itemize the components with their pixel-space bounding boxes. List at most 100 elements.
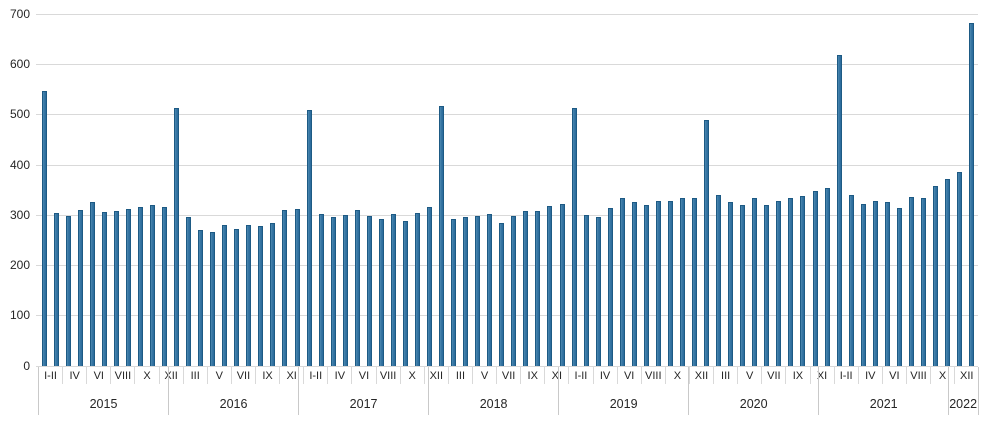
bar-2015-XII (161, 206, 167, 366)
bar-slot (62, 14, 74, 366)
bar-slot (821, 14, 833, 366)
bar-2016-IV (198, 230, 204, 366)
bar-2019-XII (692, 198, 698, 366)
bar-slot (809, 14, 821, 366)
x-tick-label: IX (785, 366, 809, 384)
bar-slot (448, 14, 460, 366)
bar-2019-VI (619, 197, 625, 366)
bar-slot (38, 14, 50, 366)
bar-2021-VI (884, 202, 890, 366)
bar-2017-III (318, 214, 324, 366)
bar-slot (351, 14, 363, 366)
year-label: 2019 (609, 396, 638, 411)
bar-slot (291, 14, 303, 366)
bar-2018-VIII (511, 215, 517, 366)
gridline (36, 214, 978, 216)
bar-slot (544, 14, 556, 366)
bar-slot (460, 14, 472, 366)
bar-2017-XII (427, 207, 433, 366)
bar-slot (893, 14, 905, 366)
bar-slot (749, 14, 761, 366)
bar-slot (580, 14, 592, 366)
bar-2015-IX (125, 208, 131, 366)
year-label-cell: 2020 (688, 366, 818, 415)
x-tick-label: IV (327, 366, 351, 384)
y-axis-tick-label: 700 (9, 7, 30, 21)
bar-2016-VII (234, 229, 240, 366)
x-axis-month-labels: I-II IV VI VIII X XII III V VII IX XI I-II IV VI VIII X… (38, 366, 979, 384)
bar-2020-IV (728, 202, 734, 366)
bar-2018-VI (487, 213, 493, 366)
bar-slot (725, 14, 737, 366)
bar-2018-VII (499, 222, 505, 366)
bar-2020-X (800, 196, 806, 366)
bar-2019-V (607, 207, 613, 366)
x-tick-label: VII (496, 366, 520, 384)
y-axis-tick-label: 600 (9, 57, 30, 72)
bar-2015-XI (149, 204, 155, 366)
x-tick-label: IV (857, 366, 882, 384)
bar-slot (110, 14, 122, 366)
bar-2015-IV (65, 215, 71, 366)
bar-2016-IX (258, 225, 264, 366)
bar-slot (171, 14, 183, 366)
x-tick-label: V (737, 366, 761, 384)
bar-2021-XI (945, 179, 951, 366)
bar-slot (701, 14, 713, 366)
year-label-cell: 2017 (298, 366, 428, 415)
bar-slot (86, 14, 98, 366)
bar-slot (436, 14, 448, 366)
x-tick-label: III (713, 366, 737, 384)
bar-slot (424, 14, 436, 366)
bar-2015-V (77, 210, 83, 366)
bar-2021-III (848, 195, 854, 366)
bar-2020-IX (788, 198, 794, 366)
bar-2018-III (451, 219, 457, 366)
bar-2016-III (186, 217, 192, 366)
x-tick-label: X (930, 366, 954, 384)
x-tick-label: XI (544, 366, 568, 384)
bar-2016-I-II (174, 107, 180, 366)
x-tick-label: IX (520, 366, 544, 384)
bar-2021-XII (957, 171, 963, 366)
bar-slot (255, 14, 267, 366)
x-tick-label: XII (158, 366, 183, 384)
y-axis-tick-label: 0 (23, 358, 30, 373)
y-axis-tick-label: 100 (9, 308, 30, 323)
bar-slot (339, 14, 351, 366)
x-tick-label: VI (881, 366, 906, 384)
bar-slot (568, 14, 580, 366)
bar-slot (592, 14, 604, 366)
bar-2020-XII (824, 188, 830, 366)
bar-2019-XI (680, 197, 685, 366)
bar-slot (207, 14, 219, 366)
bar-2021-IV (860, 203, 866, 366)
bar-2017-XI (414, 213, 420, 366)
bar-2015-VII (101, 212, 107, 366)
x-tick-label: I-II (568, 366, 592, 384)
bar-2017-VI (354, 209, 360, 366)
gridline (36, 365, 978, 367)
year-label: 2017 (349, 396, 378, 411)
bar-2021-X (932, 186, 938, 366)
bar-2018-XI (547, 206, 553, 366)
bar-slot (146, 14, 158, 366)
year-label: 2016 (219, 396, 248, 411)
x-tick-label: V (471, 366, 496, 384)
x-tick-label: III (182, 366, 207, 384)
year-label-cell: 2019 (558, 366, 688, 415)
bar-2018-XII (559, 203, 565, 366)
bar-2021-VII (896, 208, 902, 366)
year-label: 2021 (869, 396, 898, 411)
bar-2020-I-II (704, 120, 710, 366)
bar-slot (869, 14, 881, 366)
gridline (36, 114, 978, 116)
bar-slot (942, 14, 954, 366)
x-tick-label: XII (688, 366, 713, 384)
bar-2020-XI (812, 190, 818, 366)
bar-slot (122, 14, 134, 366)
bar-slot (929, 14, 941, 366)
year-label-cell: 2016 (168, 366, 298, 415)
bar-slot (689, 14, 701, 366)
x-tick-label: VII (761, 366, 785, 384)
